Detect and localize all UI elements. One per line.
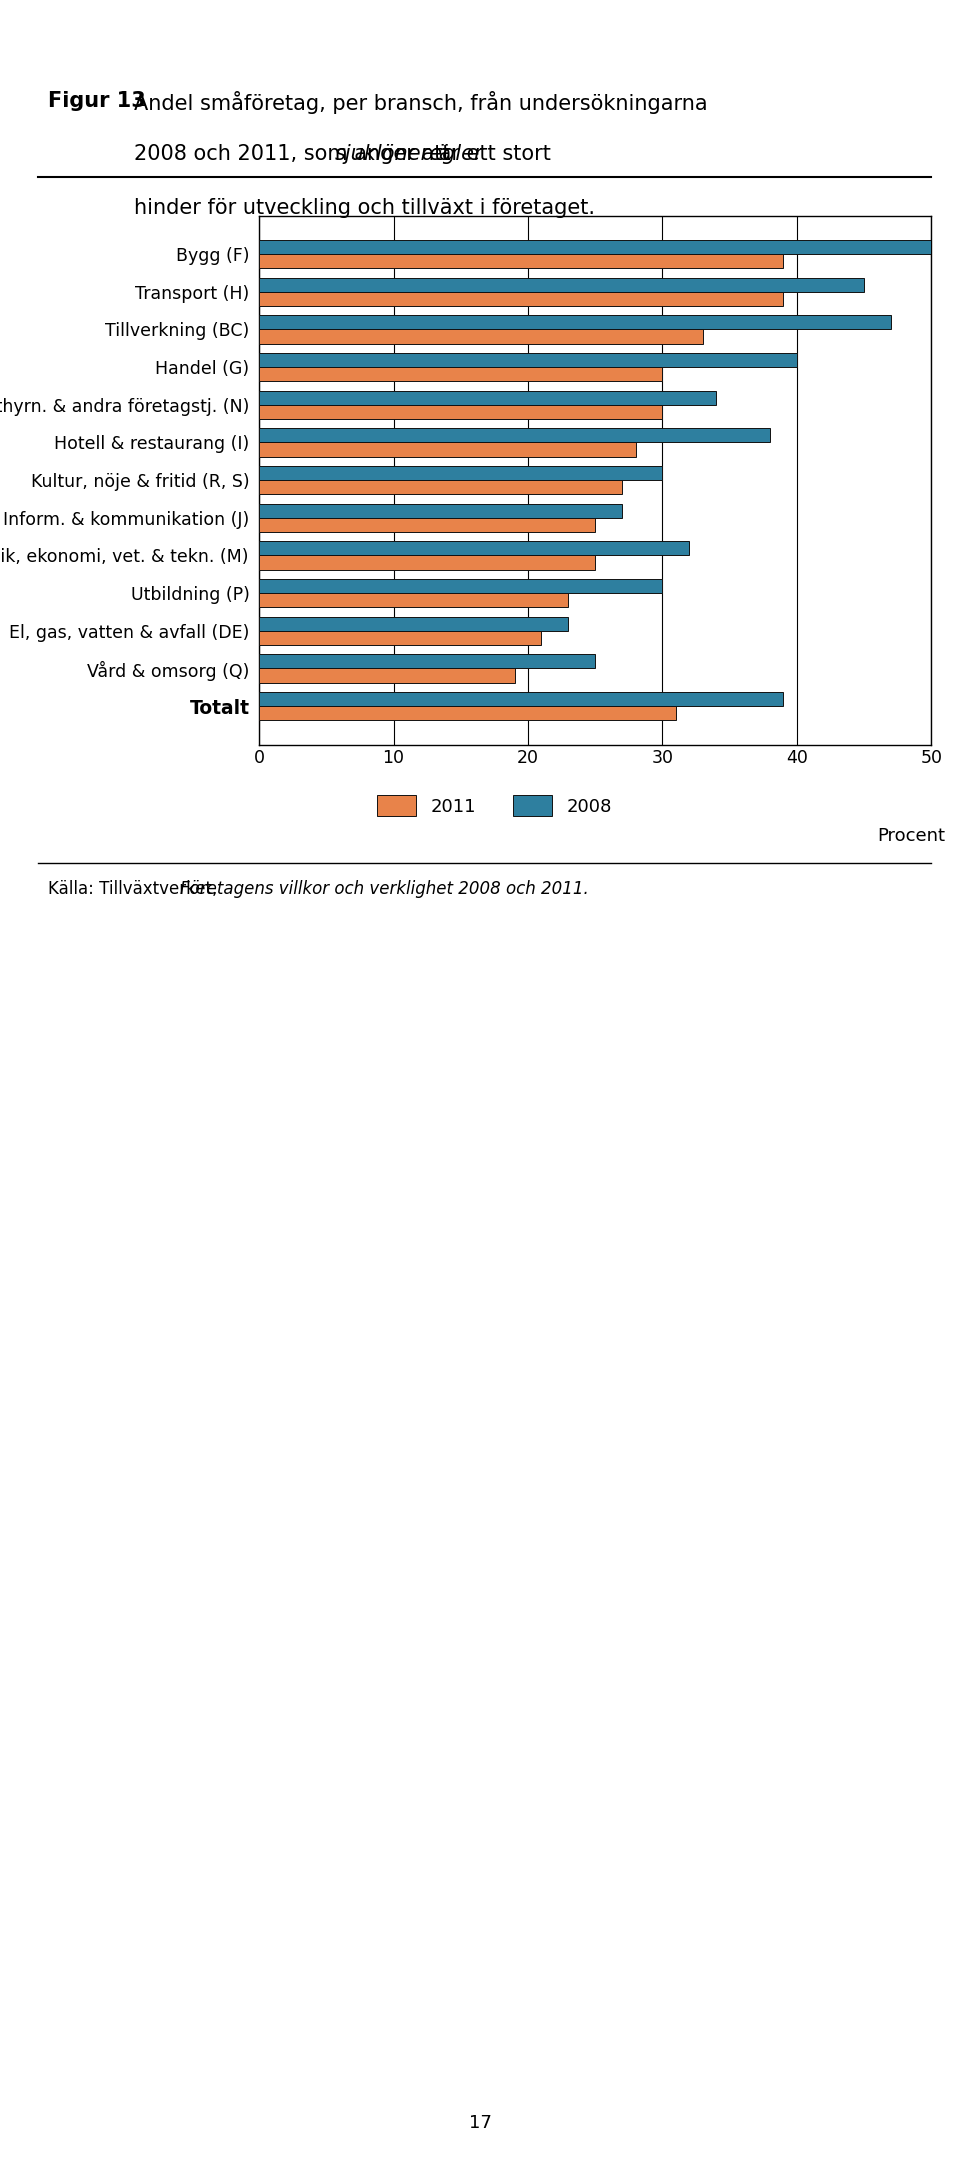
Bar — [259, 391, 716, 406]
Bar — [259, 442, 636, 457]
Bar — [259, 630, 541, 645]
Bar — [259, 654, 595, 669]
Bar — [259, 503, 622, 518]
Text: Andel småföretag, per bransch, från undersökningarna: Andel småföretag, per bransch, från unde… — [134, 91, 708, 114]
Bar — [259, 406, 662, 419]
Bar — [259, 518, 595, 533]
Bar — [259, 693, 783, 706]
Bar — [259, 315, 891, 330]
Bar — [259, 427, 770, 442]
Bar — [259, 278, 864, 291]
Text: Källa: Tillväxtverket,: Källa: Tillväxtverket, — [48, 880, 223, 898]
Bar — [259, 479, 622, 494]
Text: är ett stort: är ett stort — [432, 145, 550, 164]
Bar — [259, 240, 945, 255]
Bar — [259, 542, 689, 555]
Bar — [259, 706, 676, 721]
Text: 2008 och 2011, som anger att: 2008 och 2011, som anger att — [134, 145, 458, 164]
Bar — [259, 354, 797, 367]
Bar — [259, 578, 662, 593]
Bar — [259, 617, 568, 630]
Text: Figur 13: Figur 13 — [48, 91, 146, 110]
Legend: 2011, 2008: 2011, 2008 — [370, 788, 619, 822]
Bar — [259, 255, 783, 268]
Bar — [259, 330, 703, 343]
Bar — [259, 291, 783, 306]
Text: Procent: Procent — [877, 827, 946, 844]
Bar — [259, 367, 662, 382]
Text: 17: 17 — [468, 2115, 492, 2132]
Bar — [259, 593, 568, 606]
Text: hinder för utveckling och tillväxt i företaget.: hinder för utveckling och tillväxt i för… — [134, 199, 595, 218]
Bar — [259, 555, 595, 570]
Bar — [259, 466, 662, 479]
Bar — [259, 669, 515, 682]
Text: Företagens villkor och verklighet 2008 och 2011.: Företagens villkor och verklighet 2008 o… — [180, 880, 589, 898]
Text: sjuklöneregler: sjuklöneregler — [335, 145, 484, 164]
